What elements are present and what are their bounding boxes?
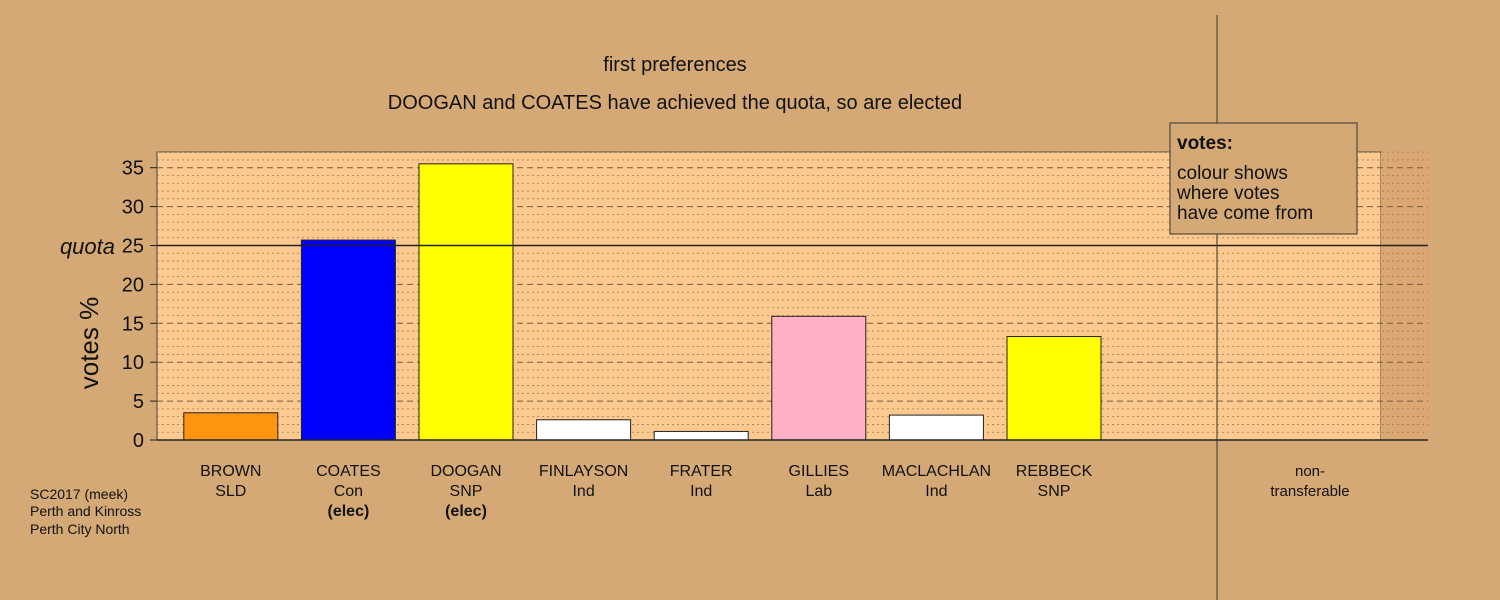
- x-label-name: FINLAYSON: [539, 463, 629, 480]
- bars: [183, 163, 1102, 441]
- x-label-nontransferable: non-: [1295, 463, 1325, 480]
- bar-brown: [183, 412, 279, 441]
- bar-maclachlan: [888, 414, 984, 441]
- x-label-name: FRATER: [670, 463, 733, 480]
- bar-frater: [653, 430, 749, 441]
- plot-area-nontransferable: [1381, 152, 1428, 440]
- x-label-name: BROWN: [200, 463, 261, 480]
- y-tick-label: 15: [122, 313, 144, 335]
- legend-line: have come from: [1177, 203, 1313, 224]
- chart-title: first preferences: [603, 54, 746, 76]
- x-label-party: Ind: [925, 483, 947, 500]
- y-tick-label: 10: [122, 352, 144, 374]
- x-label-party: Ind: [572, 483, 594, 500]
- y-axis-ticks: 0 5 10 15 20 25 30 35: [122, 158, 157, 452]
- y-tick-label: 30: [122, 197, 144, 219]
- legend: votes: colour shows where votes have com…: [1169, 122, 1358, 235]
- x-label-elected: (elec): [445, 503, 487, 520]
- bar-gillies: [771, 315, 867, 441]
- legend-title: votes:: [1177, 133, 1233, 154]
- x-label-party: Lab: [805, 483, 832, 500]
- x-label-nontransferable: transferable: [1270, 483, 1349, 500]
- footer-line: Perth City North: [30, 521, 130, 537]
- x-label-party: Con: [334, 483, 363, 500]
- bar-finlayson: [536, 419, 632, 441]
- y-axis-label: votes %: [74, 297, 104, 390]
- y-tick-label: 35: [122, 158, 144, 180]
- footer-line: SC2017 (meek): [30, 486, 128, 502]
- x-label-name: GILLIES: [789, 463, 849, 480]
- footer-line: Perth and Kinross: [30, 503, 141, 519]
- chart-subtitle: DOOGAN and COATES have achieved the quot…: [388, 92, 962, 114]
- legend-line: colour shows: [1177, 163, 1288, 184]
- x-label-party: SNP: [450, 483, 483, 500]
- x-label-party: SNP: [1038, 483, 1071, 500]
- x-label-name: MACLACHLAN: [882, 463, 991, 480]
- x-label-name: DOOGAN: [430, 463, 501, 480]
- x-label-party: Ind: [690, 483, 712, 500]
- bar-doogan: [418, 163, 514, 441]
- bar-coates: [300, 239, 396, 441]
- footer: SC2017 (meek) Perth and Kinross Perth Ci…: [30, 486, 141, 537]
- y-tick-label: 25: [122, 236, 144, 258]
- quota-label: quota: [60, 234, 115, 259]
- y-tick-label: 5: [133, 391, 144, 413]
- x-label-name: COATES: [316, 463, 381, 480]
- bar-rebbeck: [1006, 336, 1102, 441]
- x-label-party: SLD: [215, 483, 246, 500]
- x-axis-labels: BROWN SLD COATES Con (elec) DOOGAN SNP (elec) FI…: [200, 463, 1349, 520]
- x-label-name: REBBECK: [1016, 463, 1093, 480]
- y-tick-label: 0: [133, 430, 144, 452]
- y-tick-label: 20: [122, 274, 144, 296]
- legend-line: where votes: [1176, 183, 1279, 204]
- x-label-elected: (elec): [328, 503, 370, 520]
